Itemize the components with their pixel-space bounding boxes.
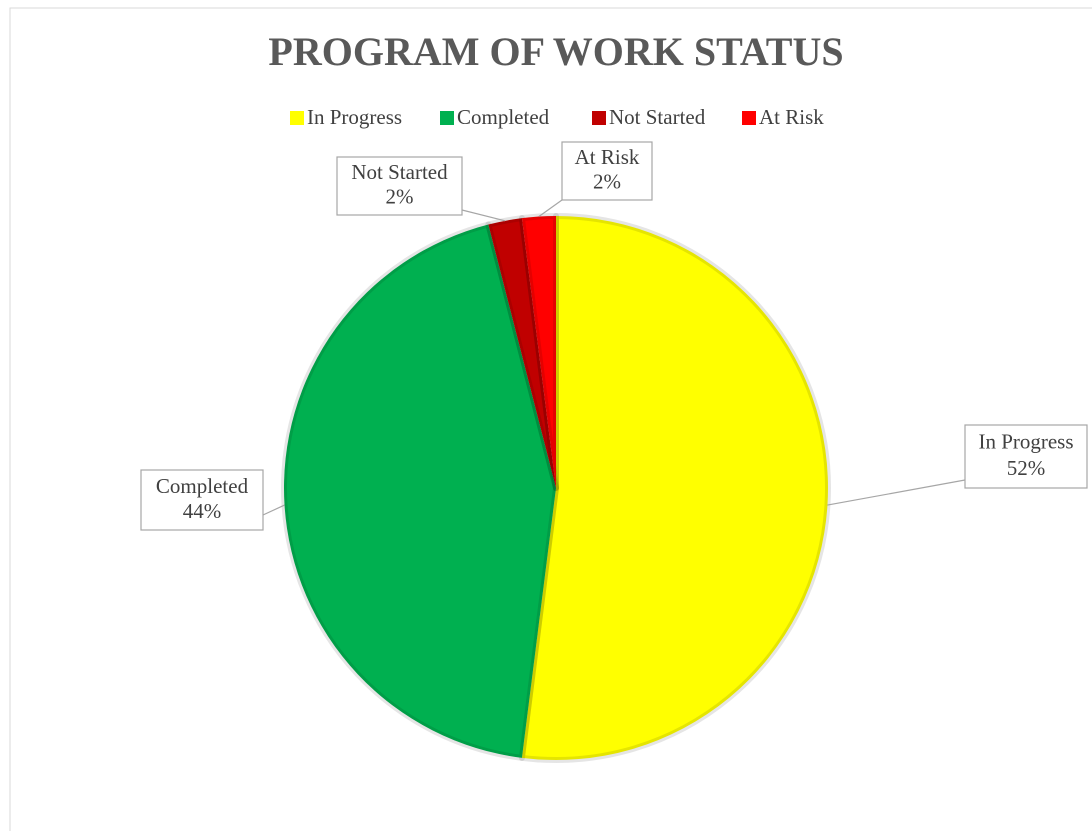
data-label-value: 52% [1007, 456, 1046, 480]
data-label-name: In Progress [978, 430, 1073, 454]
data-label-value: 2% [593, 170, 621, 194]
chart-title: PROGRAM OF WORK STATUS [268, 29, 843, 74]
pie-slice [518, 213, 559, 491]
legend-label: At Risk [759, 105, 824, 129]
data-label-box [561, 141, 653, 201]
data-label-value: 2% [386, 185, 414, 209]
legend-swatch [742, 111, 756, 125]
legend-swatch [440, 111, 454, 125]
legend-label: Completed [457, 105, 550, 129]
legend-label: In Progress [307, 105, 402, 129]
legend-label: Not Started [609, 105, 706, 129]
pie-slice [518, 213, 831, 763]
data-label-box [336, 156, 463, 216]
data-label-name: Completed [156, 474, 249, 498]
data-label-name: At Risk [575, 145, 640, 169]
leader-line [538, 199, 563, 218]
leader-line [461, 209, 506, 222]
legend-swatch [592, 111, 606, 125]
data-label-value: 44% [183, 499, 222, 523]
pie-slice [281, 221, 559, 761]
leader-line [262, 504, 285, 516]
data-label-box [140, 469, 264, 531]
leader-line [827, 479, 966, 506]
data-label-name: Not Started [351, 160, 448, 184]
data-label-box [964, 424, 1088, 489]
legend-swatch [290, 111, 304, 125]
